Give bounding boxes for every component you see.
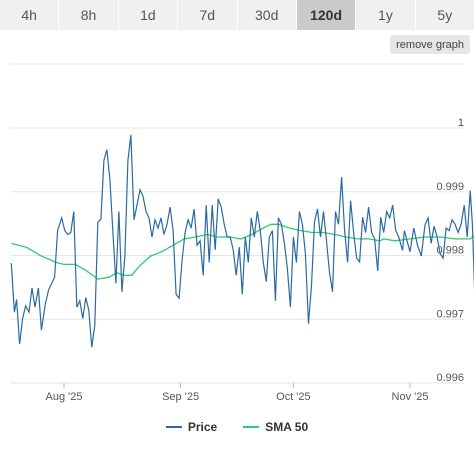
y-tick-label: 0.999 bbox=[436, 181, 464, 193]
tab-120d[interactable]: 120d bbox=[296, 0, 357, 30]
chart-series bbox=[10, 134, 474, 348]
tab-30d[interactable]: 30d bbox=[238, 0, 297, 30]
tab-4h[interactable]: 4h bbox=[0, 0, 60, 30]
remove-graph-button[interactable]: remove graph bbox=[390, 35, 470, 54]
legend-swatch-price bbox=[165, 426, 182, 428]
tab-7d[interactable]: 7d bbox=[178, 0, 238, 30]
timeframe-tabs: 4h 8h 1d 7d 30d 120d 1y 5y bbox=[0, 0, 474, 30]
y-tick-label: 1 bbox=[458, 117, 464, 129]
x-tick-label: Aug '25 bbox=[46, 391, 83, 403]
series-line-sma bbox=[11, 223, 474, 280]
tab-1y[interactable]: 1y bbox=[356, 0, 416, 30]
series-line-price bbox=[10, 134, 474, 348]
y-tick-label: 0.996 bbox=[436, 372, 464, 384]
tab-8h[interactable]: 8h bbox=[59, 0, 119, 30]
x-tick-label: Oct '25 bbox=[276, 391, 311, 403]
legend-item-sma[interactable]: SMA 50 bbox=[243, 420, 308, 434]
chart-grid bbox=[10, 63, 464, 384]
x-tick-label: Nov '25 bbox=[392, 391, 429, 403]
legend-swatch-sma bbox=[243, 426, 260, 428]
chart-legend: Price SMA 50 bbox=[0, 420, 474, 434]
x-tick-label: Sep '25 bbox=[162, 391, 199, 403]
y-tick-label: 0.997 bbox=[436, 308, 464, 320]
tab-1d[interactable]: 1d bbox=[119, 0, 179, 30]
legend-label-price: Price bbox=[187, 420, 218, 434]
legend-label-sma: SMA 50 bbox=[265, 420, 309, 434]
tab-5y[interactable]: 5y bbox=[437, 7, 453, 23]
legend-item-price[interactable]: Price bbox=[165, 420, 218, 434]
x-axis: Aug '25 Sep '25 Oct '25 Nov '25 bbox=[46, 383, 429, 403]
